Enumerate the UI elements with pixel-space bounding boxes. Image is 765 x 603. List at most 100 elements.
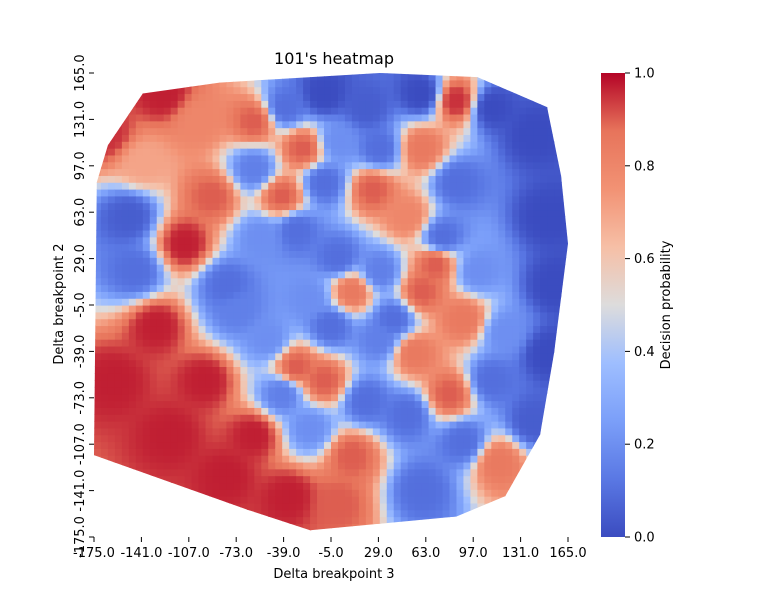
heatmap-cell [351, 79, 360, 88]
heatmap-cell [107, 441, 116, 449]
heatmap-cell [289, 359, 297, 368]
heatmap-cell [442, 325, 451, 333]
heatmap-cell [554, 107, 562, 115]
heatmap-cell [456, 182, 465, 190]
heatmap-cell [94, 407, 102, 415]
heatmap-cell [351, 154, 360, 163]
heatmap-cell [156, 120, 165, 129]
heatmap-cell [163, 216, 172, 224]
heatmap-cell [198, 141, 207, 149]
heatmap-cell [540, 264, 548, 272]
heatmap-cell [484, 318, 492, 327]
heatmap-cell [540, 509, 548, 518]
heatmap-cell [135, 502, 144, 511]
heatmap-cell [540, 332, 548, 340]
heatmap-cell [337, 455, 346, 463]
heatmap-cell [337, 407, 346, 415]
heatmap-cell [240, 427, 248, 436]
heatmap-cell [296, 373, 304, 381]
heatmap-cell [393, 482, 402, 490]
heatmap-cell [554, 264, 562, 272]
heatmap-cell [275, 359, 283, 368]
heatmap-cell [303, 482, 311, 490]
heatmap-cell [233, 229, 241, 238]
heatmap-cell [477, 86, 485, 95]
heatmap-cell [303, 352, 311, 361]
heatmap-cell [94, 264, 102, 272]
heatmap-cell [442, 393, 451, 402]
heatmap-cell [128, 427, 137, 436]
heatmap-cell [282, 448, 290, 456]
heatmap-cell [372, 223, 381, 231]
heatmap-cell [331, 73, 339, 81]
heatmap-cell [540, 489, 548, 497]
heatmap-cell [275, 73, 283, 81]
heatmap-cell [170, 154, 179, 163]
heatmap-cell [379, 291, 388, 299]
heatmap-cell [372, 73, 381, 81]
heatmap-cell [358, 93, 367, 101]
heatmap-cell [428, 441, 437, 449]
heatmap-cell [526, 332, 534, 340]
heatmap-cell [561, 134, 568, 142]
heatmap-cell [177, 141, 186, 149]
heatmap-cell [247, 475, 255, 484]
heatmap-cell [561, 107, 568, 115]
heatmap-cell [324, 175, 332, 183]
heatmap-cell [296, 229, 304, 238]
heatmap-cell [170, 352, 179, 361]
heatmap-cell [149, 236, 158, 245]
heatmap-cell [547, 277, 555, 286]
heatmap-cell [470, 236, 478, 245]
heatmap-cell [205, 257, 214, 265]
heatmap-cell [121, 209, 130, 217]
heatmap-cell [94, 373, 102, 381]
heatmap-cell [484, 277, 492, 286]
heatmap-cell [121, 189, 130, 197]
heatmap-cell [561, 120, 568, 129]
heatmap-cell [365, 311, 374, 320]
heatmap-cell [491, 509, 499, 518]
heatmap-cell [400, 407, 409, 415]
heatmap-cell [289, 325, 297, 333]
heatmap-cell [414, 154, 423, 163]
heatmap-cell [477, 448, 485, 456]
heatmap-cell [247, 270, 255, 279]
heatmap-cell [351, 530, 360, 531]
heatmap-cell [470, 154, 478, 163]
heatmap-cell [379, 73, 388, 81]
heatmap-cell [463, 189, 472, 197]
heatmap-cell [296, 305, 304, 313]
heatmap-cell [310, 516, 318, 524]
heatmap-cell [456, 407, 465, 415]
heatmap-cell [240, 496, 248, 504]
heatmap-cell [240, 134, 248, 142]
heatmap-cell [170, 407, 179, 415]
heatmap-cell [337, 352, 346, 361]
heatmap-cell [135, 311, 144, 320]
heatmap-cell [414, 141, 423, 149]
heatmap-cell [533, 441, 541, 449]
heatmap-cell [400, 482, 409, 490]
heatmap-cell [379, 339, 388, 347]
heatmap-cell [212, 243, 221, 252]
heatmap-cell [324, 161, 332, 170]
heatmap-cell [379, 141, 388, 149]
heatmap-cell [331, 516, 339, 524]
heatmap-cell [414, 277, 423, 286]
heatmap-cell [128, 475, 137, 484]
heatmap-cell [386, 373, 395, 381]
heatmap-cell [212, 421, 221, 429]
heatmap-cell [163, 455, 172, 463]
heatmap-cell [477, 168, 485, 176]
heatmap-cell [170, 523, 179, 531]
heatmap-cell [128, 189, 137, 197]
heatmap-cell [121, 496, 130, 504]
heatmap-cell [163, 434, 172, 443]
heatmap-cell [191, 332, 200, 340]
heatmap-cell [289, 202, 297, 211]
heatmap-cell [135, 380, 144, 388]
heatmap-cell [365, 516, 374, 524]
heatmap-cell [170, 134, 179, 142]
heatmap-cell [247, 373, 255, 381]
